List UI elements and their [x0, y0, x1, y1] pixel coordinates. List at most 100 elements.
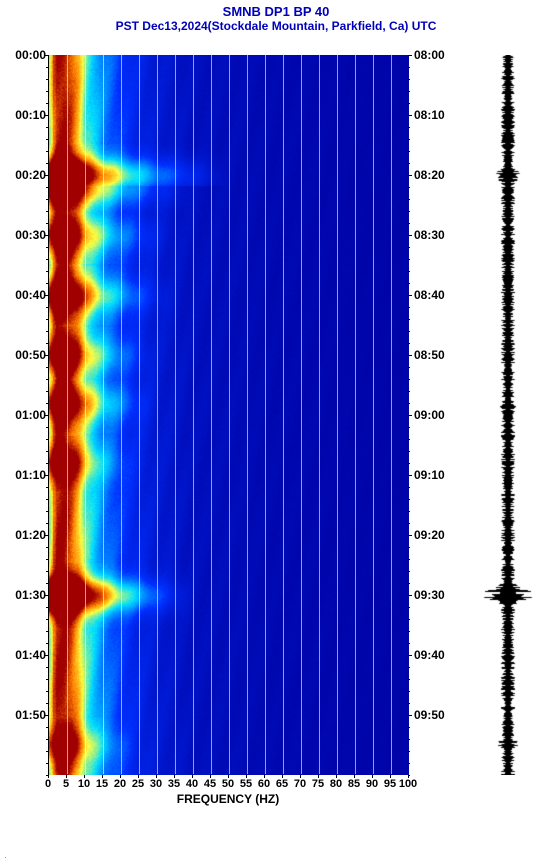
ytick-minor [46, 355, 48, 356]
ytick-minor [408, 415, 410, 416]
ytick-minor [46, 343, 48, 344]
grid-line [319, 55, 320, 774]
xtick-mark [174, 775, 175, 778]
ytick-right: 09:00 [414, 408, 454, 422]
ytick-right: 08:50 [414, 348, 454, 362]
ytick-minor [46, 127, 48, 128]
ytick-right: 08:40 [414, 288, 454, 302]
ytick-minor [46, 427, 48, 428]
ytick-minor [408, 103, 410, 104]
ytick-minor [408, 199, 410, 200]
ytick-minor [46, 379, 48, 380]
x-axis-label: FREQUENCY (HZ) [0, 792, 456, 806]
ytick-minor [408, 283, 410, 284]
ytick-minor [408, 223, 410, 224]
ytick-left: 00:50 [2, 348, 46, 362]
ytick-minor [408, 499, 410, 500]
ytick-minor [46, 511, 48, 512]
ytick-minor [46, 643, 48, 644]
ytick-minor [46, 679, 48, 680]
ytick-minor [46, 415, 48, 416]
ytick-minor [46, 91, 48, 92]
xtick-mark [66, 775, 67, 778]
ytick-right: 09:40 [414, 648, 454, 662]
ytick-left: 00:20 [2, 168, 46, 182]
ytick-minor [408, 151, 410, 152]
ytick-minor [46, 727, 48, 728]
grid-line [229, 55, 230, 774]
ytick-minor [408, 271, 410, 272]
ytick-minor [408, 67, 410, 68]
grid-line [265, 55, 266, 774]
xtick: 85 [348, 778, 360, 790]
xtick-mark [138, 775, 139, 778]
ytick-minor [46, 619, 48, 620]
ytick-minor [408, 703, 410, 704]
ytick-right: 08:30 [414, 228, 454, 242]
ytick-minor [46, 391, 48, 392]
ytick-minor [46, 451, 48, 452]
ytick-minor [46, 295, 48, 296]
ytick-minor [46, 223, 48, 224]
xtick-mark [48, 775, 49, 778]
ytick-minor [408, 559, 410, 560]
xtick-mark [84, 775, 85, 778]
ytick-minor [46, 115, 48, 116]
ytick-left: 01:40 [2, 648, 46, 662]
ytick-left: 01:20 [2, 528, 46, 542]
xtick-mark [210, 775, 211, 778]
footnote: · [4, 852, 7, 862]
xtick: 80 [330, 778, 342, 790]
ytick-minor [408, 571, 410, 572]
xtick: 50 [222, 778, 234, 790]
xtick-mark [120, 775, 121, 778]
xtick-mark [354, 775, 355, 778]
xtick-mark [156, 775, 157, 778]
ytick-minor [46, 751, 48, 752]
ytick-minor [408, 739, 410, 740]
ytick-minor [408, 619, 410, 620]
ytick-minor [408, 535, 410, 536]
ytick-minor [46, 691, 48, 692]
title-line-1: SMNB DP1 BP 40 [0, 4, 552, 19]
ytick-minor [46, 499, 48, 500]
ytick-minor [46, 559, 48, 560]
ytick-minor [46, 103, 48, 104]
grid-line [337, 55, 338, 774]
xtick: 45 [204, 778, 216, 790]
ytick-minor [408, 319, 410, 320]
ytick-minor [46, 535, 48, 536]
grid-line [193, 55, 194, 774]
ytick-right: 09:10 [414, 468, 454, 482]
ytick-minor [46, 139, 48, 140]
ytick-left: 00:10 [2, 108, 46, 122]
ytick-minor [408, 583, 410, 584]
ytick-minor [408, 175, 410, 176]
ytick-minor [408, 295, 410, 296]
ytick-minor [408, 187, 410, 188]
ytick-minor [408, 127, 410, 128]
ytick-minor [408, 451, 410, 452]
ytick-minor [46, 175, 48, 176]
xtick: 60 [258, 778, 270, 790]
grid-line [247, 55, 248, 774]
ytick-minor [408, 247, 410, 248]
ytick-minor [408, 691, 410, 692]
xtick-mark [372, 775, 373, 778]
grid-line [157, 55, 158, 774]
ytick-minor [46, 487, 48, 488]
ytick-minor [46, 79, 48, 80]
grid-line [85, 55, 86, 774]
ytick-minor [408, 391, 410, 392]
xtick: 100 [399, 778, 417, 790]
ytick-minor [46, 667, 48, 668]
ytick-minor [408, 607, 410, 608]
ytick-minor [408, 307, 410, 308]
ytick-minor [46, 271, 48, 272]
ytick-minor [46, 547, 48, 548]
xtick-mark [228, 775, 229, 778]
ytick-minor [46, 307, 48, 308]
ytick-minor [46, 595, 48, 596]
ytick-minor [46, 763, 48, 764]
xtick-mark [192, 775, 193, 778]
